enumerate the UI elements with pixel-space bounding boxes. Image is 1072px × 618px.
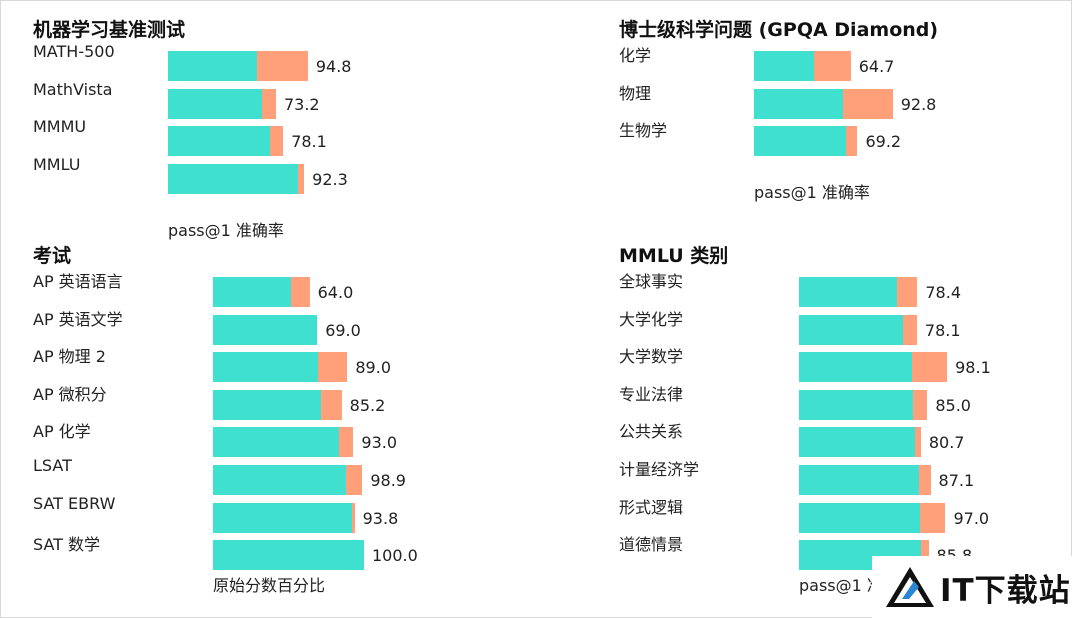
category-label: 计量经济学 [619, 460, 700, 479]
bar-base-segment [213, 277, 291, 307]
bar-base-segment [799, 352, 913, 383]
bar-extension-segment [920, 502, 946, 533]
bar-base-segment [754, 88, 843, 119]
x-axis-title: pass@1 准确率 [168, 220, 284, 240]
bar-value-label: 78.1 [924, 320, 961, 340]
category-label: 道德情景 [619, 535, 684, 555]
bar-value-label: 69.0 [325, 320, 361, 340]
bar-base-segment [799, 389, 913, 420]
bar-base-segment [213, 314, 318, 345]
category-label: 物理 [619, 83, 652, 103]
category-label: 形式逻辑 [619, 497, 684, 517]
bar-extension-segment [903, 314, 917, 345]
bar-value-label: 78.1 [291, 132, 327, 152]
category-label: SAT EBRW [33, 493, 116, 513]
bar-value-label: 85.0 [935, 395, 971, 415]
bar-base-segment [168, 126, 270, 157]
bar-extension-segment [842, 88, 893, 119]
bar-value-label: 87.1 [938, 471, 975, 490]
bar-base-segment [168, 163, 298, 194]
bar-base-segment [168, 51, 257, 81]
bar-extension-segment [256, 51, 308, 81]
bar-extension-segment [290, 277, 310, 307]
watermark: IT下载站 [872, 556, 1072, 618]
chart-title: 博士级科学问题 (GPQA Diamond) [619, 19, 939, 41]
bar-base-segment [213, 389, 321, 420]
triangle-logo-icon [886, 567, 934, 607]
category-label: 化学 [619, 46, 652, 65]
bar-base-segment [799, 427, 915, 458]
category-label: AP 化学 [33, 422, 91, 442]
chart-title: 机器学习基准测试 [33, 19, 186, 41]
bar-base-segment [799, 277, 898, 307]
category-label: 全球事实 [619, 272, 684, 291]
category-label: 大学数学 [619, 347, 684, 367]
bar-extension-segment [897, 277, 918, 307]
bar-value-label: 93.0 [361, 433, 398, 453]
bar-value-label: 98.1 [955, 358, 991, 378]
category-label: 生物学 [619, 121, 668, 141]
bar-value-label: 80.7 [928, 433, 965, 453]
bar-value-label: 100.0 [372, 546, 418, 566]
bar-base-segment [213, 465, 346, 495]
chart-title: 考试 [33, 245, 72, 267]
bar-extension-segment [269, 126, 284, 157]
bar-base-segment [754, 126, 847, 157]
bar-extension-segment [814, 51, 851, 81]
bar-value-label: 89.0 [355, 358, 391, 378]
bar-value-label: 97.0 [953, 508, 990, 528]
bar-extension-segment [914, 427, 921, 458]
bar-base-segment [799, 465, 920, 495]
bar-extension-segment [919, 465, 931, 495]
category-label: AP 英语语言 [33, 272, 123, 291]
bar-base-segment [213, 502, 352, 533]
bar-extension-segment [262, 88, 276, 119]
category-label: MATH-500 [33, 42, 115, 61]
bar-extension-segment [297, 163, 305, 194]
bar-base-segment [213, 540, 364, 571]
category-label: MathVista [33, 79, 113, 99]
bar-value-label: 98.9 [370, 471, 406, 490]
category-label: MMMU [33, 117, 87, 137]
category-label: AP 英语文学 [33, 309, 123, 329]
bar-extension-segment [846, 126, 858, 157]
bar-extension-segment [320, 389, 342, 420]
bar-base-segment [799, 502, 921, 533]
category-label: AP 物理 2 [33, 347, 106, 367]
bar-value-label: 64.0 [317, 283, 354, 302]
bar-value-label: 85.2 [349, 395, 386, 415]
category-label: 大学化学 [619, 309, 684, 329]
category-label: LSAT [33, 456, 72, 475]
category-label: MMLU [33, 154, 81, 174]
bar-value-label: 78.4 [925, 283, 961, 302]
bar-extension-segment [345, 465, 363, 495]
bar-base-segment [213, 427, 340, 458]
bar-extension-segment [318, 352, 348, 383]
bar-base-segment [754, 51, 815, 81]
watermark-text: IT下载站 [940, 572, 1071, 609]
bar-extension-segment [351, 502, 355, 533]
bar-extension-segment [913, 389, 928, 420]
bar-value-label: 92.3 [312, 169, 348, 189]
bar-extension-segment [920, 540, 929, 571]
bar-value-label: 64.7 [858, 57, 895, 76]
bar-value-label: 73.2 [283, 94, 320, 114]
chart-title: MMLU 类别 [619, 245, 729, 267]
category-label: AP 微积分 [33, 384, 107, 404]
category-label: SAT 数学 [33, 535, 101, 555]
bar-value-label: 92.8 [900, 94, 937, 114]
bar-base-segment [213, 352, 319, 383]
bar-value-label: 94.8 [315, 57, 352, 76]
bar-base-segment [168, 88, 263, 119]
category-label: 公共关系 [619, 422, 684, 442]
bar-value-label: 69.2 [865, 132, 902, 152]
bar-extension-segment [339, 427, 354, 458]
bar-base-segment [799, 314, 904, 345]
bar-extension-segment [912, 352, 948, 383]
category-label: 专业法律 [619, 384, 684, 404]
x-axis-title: 原始分数百分比 [213, 576, 326, 596]
x-axis-title: pass@1 准确率 [754, 183, 870, 203]
bar-value-label: 93.8 [362, 508, 399, 528]
